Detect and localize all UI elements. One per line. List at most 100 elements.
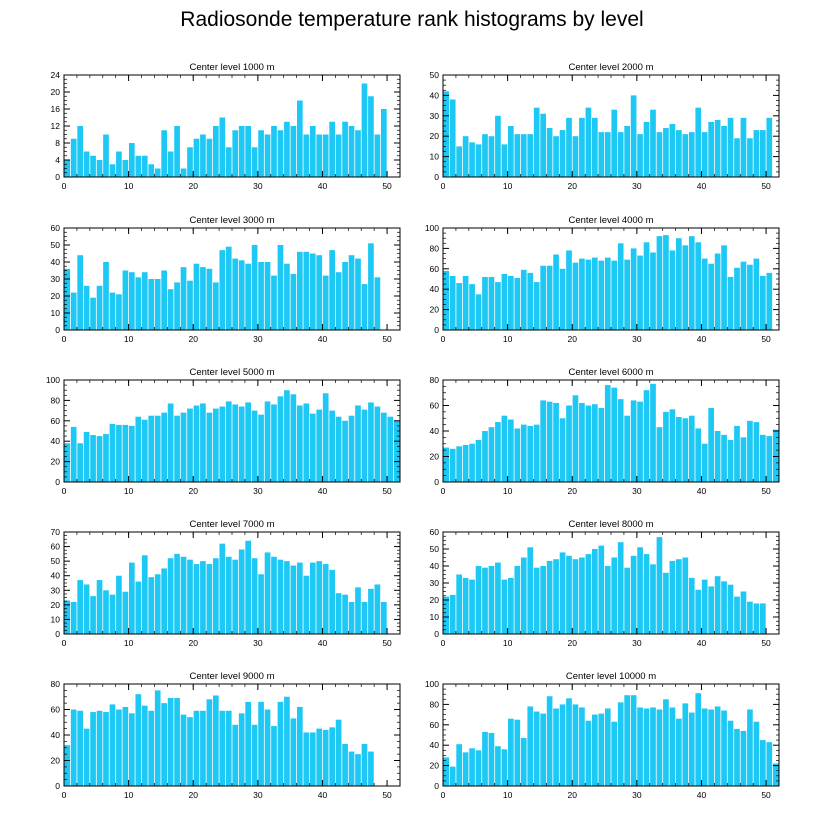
histogram-bar [572, 136, 579, 177]
histogram-bar [174, 553, 180, 634]
histogram-bar [566, 250, 572, 330]
histogram-bar [630, 695, 637, 786]
histogram-bar [368, 243, 374, 330]
histogram-bar [193, 405, 200, 482]
histogram-panel: Center level 2000 m 0 10 20 30 40 50 0 10 20 30 40 5… [430, 62, 780, 191]
histogram-bar [585, 107, 592, 177]
histogram-bar [290, 565, 297, 634]
histogram-bar [760, 740, 766, 786]
y-tick-label: 40 [430, 284, 440, 294]
histogram-bar [284, 561, 290, 634]
y-tick-label: 20 [430, 595, 440, 605]
histogram-bar [271, 556, 277, 634]
histogram-bar [721, 245, 727, 330]
x-tick-label: 40 [697, 790, 707, 800]
histogram-bar [297, 706, 303, 786]
histogram-bar [109, 704, 116, 786]
y-tick-label: 50 [430, 544, 440, 554]
histogram-bar [122, 160, 129, 177]
histogram-bar [553, 708, 559, 786]
histogram-bar [361, 601, 368, 634]
histogram-bar [374, 406, 381, 482]
histogram-bar [290, 394, 297, 482]
x-tick-label: 20 [188, 181, 198, 191]
histogram-bar [488, 566, 495, 634]
histogram-bar [135, 581, 142, 634]
histogram-bar [475, 566, 482, 634]
histogram-bar [342, 420, 348, 482]
histogram-bar [592, 117, 598, 177]
histogram-bar [180, 714, 187, 786]
histogram-bar [546, 696, 553, 786]
histogram-bar [572, 395, 579, 482]
histogram-bar [381, 601, 387, 634]
y-tick-label: 30 [430, 578, 440, 588]
histogram-bar [116, 294, 122, 330]
histogram-bar [598, 408, 605, 482]
histogram-bar [727, 720, 734, 786]
histogram-bar [141, 155, 148, 177]
histogram-bar [688, 236, 695, 330]
y-tick-label: 20 [51, 457, 61, 467]
histogram-bar [141, 419, 148, 482]
histogram-bar [469, 142, 475, 177]
panel-title: Center level 6000 m [568, 367, 653, 378]
histogram-bar [148, 710, 155, 786]
histogram-bar [187, 408, 193, 482]
panel-title: Center level 9000 m [189, 671, 274, 682]
x-tick-label: 10 [503, 486, 513, 496]
histogram-bar [585, 259, 592, 330]
panel-title: Center level 2000 m [568, 62, 653, 73]
histogram-bar [219, 250, 226, 330]
histogram-bar [355, 754, 361, 786]
histogram-bar [96, 580, 103, 634]
y-tick-label: 0 [434, 172, 439, 182]
histogram-bar [688, 577, 695, 634]
y-tick-label: 0 [434, 629, 439, 639]
x-tick-label: 10 [124, 334, 134, 344]
x-tick-label: 0 [441, 790, 446, 800]
histogram-bar [309, 253, 316, 330]
histogram-bar [225, 401, 232, 482]
histogram-bar [122, 424, 129, 482]
histogram-bar [297, 100, 303, 177]
histogram-bar [676, 559, 682, 634]
histogram-bar [540, 113, 546, 177]
histogram-bar [734, 267, 740, 330]
histogram-bar [637, 134, 643, 177]
histogram-bar [109, 292, 116, 330]
histogram-bar [109, 423, 116, 482]
histogram-bar [721, 126, 727, 177]
histogram-bar [206, 268, 213, 330]
histogram-bar [238, 549, 245, 634]
x-tick-label: 10 [503, 334, 513, 344]
y-tick-label: 80 [51, 679, 61, 689]
histogram-bar [695, 693, 702, 786]
histogram-bar [148, 577, 155, 634]
histogram-bar [643, 121, 650, 177]
histogram-bar [714, 431, 721, 482]
histogram-bar [77, 126, 83, 177]
histogram-bar [753, 422, 760, 482]
histogram-bar [688, 415, 695, 482]
histogram-bar [611, 557, 618, 634]
histogram-bar [643, 554, 650, 634]
histogram-bar [238, 406, 245, 482]
histogram-bar [180, 168, 187, 177]
histogram-bar [508, 718, 514, 786]
histogram-bar [772, 763, 779, 786]
x-tick-label: 50 [761, 181, 771, 191]
histogram-panel: Center level 10000 m 0 10 20 30 40 50 0 20 40 60 80… [425, 671, 780, 800]
histogram-bar [727, 439, 734, 482]
histogram-bar [70, 601, 77, 634]
y-tick-label: 10 [430, 152, 440, 162]
histogram-bar [322, 729, 329, 786]
histogram-bar [514, 134, 521, 177]
histogram-bar [348, 601, 355, 634]
y-tick-label: 40 [51, 571, 61, 581]
y-tick-label: 16 [51, 104, 61, 114]
histogram-bar [148, 279, 155, 330]
histogram-bar [663, 235, 669, 330]
histogram-bar [598, 545, 605, 634]
y-tick-label: 8 [55, 138, 60, 148]
